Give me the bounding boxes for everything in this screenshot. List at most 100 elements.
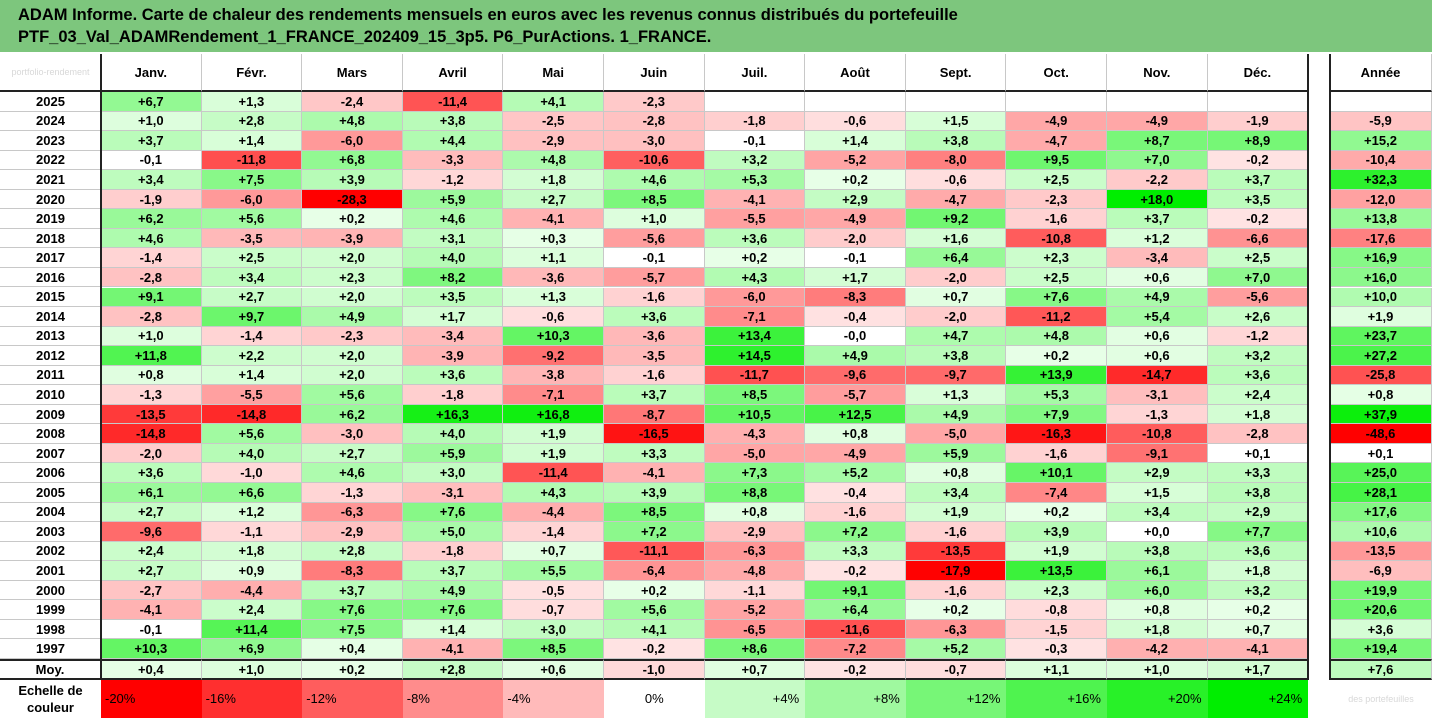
heatmap-cell: +3,7 xyxy=(1107,209,1208,229)
annual-cell: +16,9 xyxy=(1330,248,1432,268)
row-year-label: 2016 xyxy=(0,268,101,288)
heatmap-cell: +6,1 xyxy=(1107,561,1208,581)
heatmap-cell: +3,6 xyxy=(1207,365,1309,386)
heatmap-cell: +2,0 xyxy=(302,365,403,386)
heatmap-cell: -11,2 xyxy=(1006,307,1107,327)
heatmap-cell: -3,1 xyxy=(1107,385,1208,405)
average-cell: -0,7 xyxy=(905,658,1007,680)
heatmap-cell: -11,4 xyxy=(402,92,504,112)
heatmap-cell: +7,7 xyxy=(1207,522,1309,542)
heatmap-cell: +3,5 xyxy=(402,287,504,308)
heatmap-cell: -0,3 xyxy=(1006,639,1107,659)
color-scale-stop: +12% xyxy=(905,679,1007,718)
heatmap-cell: +0,8 xyxy=(1107,600,1208,620)
heatmap-cell: +4,9 xyxy=(805,346,906,366)
heatmap-cell: +1,8 xyxy=(1207,561,1309,581)
heatmap-cell: -2,0 xyxy=(805,228,906,249)
column-header: Mai xyxy=(503,54,604,92)
heatmap-cell: -3,9 xyxy=(302,228,403,249)
heatmap-cell: +9,2 xyxy=(905,209,1007,229)
heatmap-cell: -2,9 xyxy=(704,522,806,542)
heatmap-cell: -5,2 xyxy=(704,600,806,620)
heatmap-cell: -0,4 xyxy=(805,307,906,327)
heatmap-cell: -6,4 xyxy=(604,561,705,581)
heatmap-cell: +2,8 xyxy=(201,111,303,132)
heatmap-cell: -2,8 xyxy=(604,111,705,132)
heatmap-cell: -0,2 xyxy=(604,639,705,659)
annual-cell: +1,9 xyxy=(1330,307,1432,327)
heatmap-cell: -4,1 xyxy=(101,600,202,620)
annual-cell: +19,9 xyxy=(1330,580,1432,601)
heatmap-cell: +1,8 xyxy=(503,170,604,190)
heatmap-cell: -2,4 xyxy=(302,92,403,112)
heatmap-cell: +4,0 xyxy=(201,443,303,464)
heatmap-cell: +2,9 xyxy=(805,189,906,210)
heatmap-cell xyxy=(1006,92,1107,112)
heatmap-cell: -0,4 xyxy=(805,483,906,503)
annual-cell: +25,0 xyxy=(1330,463,1432,483)
heatmap-cell: +1,9 xyxy=(503,424,604,444)
heatmap-cell: -1,6 xyxy=(905,580,1007,601)
heatmap-cell: +0,8 xyxy=(101,365,202,386)
annual-cell: +37,9 xyxy=(1330,404,1432,425)
heatmap-cell: +3,9 xyxy=(604,483,705,503)
row-year-label: 2022 xyxy=(0,151,101,171)
heatmap-cell: -10,8 xyxy=(1107,424,1208,444)
heatmap-cell: +9,1 xyxy=(101,287,202,308)
heatmap-cell: +5,6 xyxy=(604,600,705,620)
row-year-label: 2007 xyxy=(0,444,101,464)
heatmap-cell: +4,9 xyxy=(905,404,1007,425)
heatmap-cell: +2,7 xyxy=(302,443,403,464)
heatmap-cell: +4,6 xyxy=(402,209,504,229)
heatmap-cell: +5,3 xyxy=(1006,385,1107,405)
heatmap-cell: -1,0 xyxy=(201,463,303,483)
heatmap-cell: +16,8 xyxy=(503,404,604,425)
column-header: Déc. xyxy=(1207,54,1309,92)
heatmap-cell: -1,6 xyxy=(905,522,1007,542)
heatmap-cell: -2,8 xyxy=(101,267,202,288)
heatmap-cell: +7,6 xyxy=(302,600,403,620)
heatmap-cell: -13,5 xyxy=(905,541,1007,562)
annual-cell: +0,8 xyxy=(1330,385,1432,405)
annual-cell: -12,0 xyxy=(1330,189,1432,210)
heatmap-cell: +10,5 xyxy=(704,404,806,425)
heatmap-cell: +4,8 xyxy=(1006,326,1107,347)
heatmap-cell: -10,6 xyxy=(604,150,705,171)
heatmap-cell: -1,6 xyxy=(1006,209,1107,229)
average-cell: +1,1 xyxy=(1006,658,1107,680)
row-year-label: 2002 xyxy=(0,542,101,562)
heatmap-cell: +4,9 xyxy=(302,307,403,327)
heatmap-cell: +1,7 xyxy=(805,267,906,288)
row-year-label: 2015 xyxy=(0,288,101,308)
year-column-divider xyxy=(100,54,102,680)
row-year-label: 1999 xyxy=(0,600,101,620)
heatmap-cell: +2,4 xyxy=(101,541,202,562)
row-year-label: 2018 xyxy=(0,229,101,249)
row-year-label: 2024 xyxy=(0,112,101,132)
heatmap-cell: +7,5 xyxy=(302,619,403,640)
heatmap-cell: +3,9 xyxy=(302,170,403,190)
average-cell: +2,8 xyxy=(402,658,504,680)
heatmap-cell: +2,9 xyxy=(1207,502,1309,523)
annual-cell: +28,1 xyxy=(1330,483,1432,503)
heatmap-cell: +7,2 xyxy=(604,522,705,542)
heatmap-cell: +0,7 xyxy=(1207,619,1309,640)
heatmap-cell: -28,3 xyxy=(302,189,403,210)
row-year-label: 2008 xyxy=(0,424,101,444)
heatmap-cell: +7,2 xyxy=(805,522,906,542)
heatmap-cell: +4,3 xyxy=(503,483,604,503)
heatmap-cell: -14,8 xyxy=(101,424,202,444)
heatmap-cell: +5,9 xyxy=(402,443,504,464)
heatmap-cell: -4,1 xyxy=(402,639,504,659)
heatmap-cell: -2,5 xyxy=(503,111,604,132)
heatmap-cell: -3,0 xyxy=(302,424,403,444)
heatmap-cell: +7,0 xyxy=(1107,150,1208,171)
heatmap-cell: +0,6 xyxy=(1107,346,1208,366)
heatmap-cell: -8,3 xyxy=(805,287,906,308)
heatmap-cell: +1,5 xyxy=(905,111,1007,132)
heatmap-cell: +2,7 xyxy=(101,502,202,523)
heatmap-cell: +10,1 xyxy=(1006,463,1107,483)
heatmap-cell: -4,1 xyxy=(503,209,604,229)
heatmap-cell: +0,0 xyxy=(1107,522,1208,542)
heatmap-cell: +1,9 xyxy=(905,502,1007,523)
